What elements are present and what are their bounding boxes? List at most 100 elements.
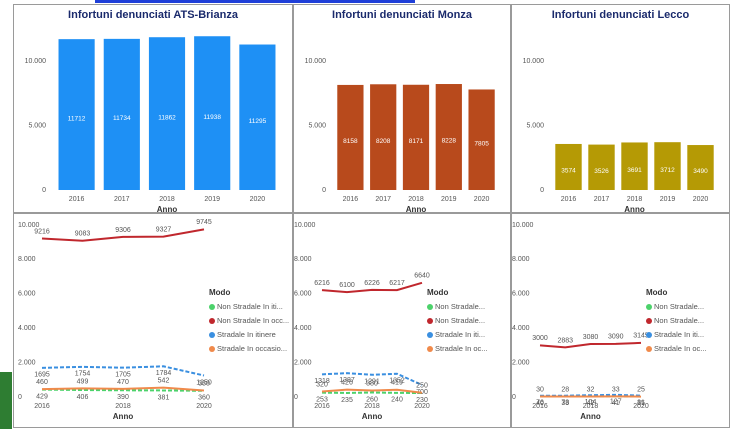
x-tick-label: 2018 [159, 196, 175, 203]
y-tick-label: 4.000 [294, 325, 312, 332]
data-label: 1387 [339, 377, 355, 384]
x-tick-label: 2018 [364, 403, 380, 410]
line-series [41, 388, 205, 392]
data-label: 104 [585, 399, 597, 406]
data-label: 1291 [364, 379, 380, 386]
data-label: 9745 [196, 219, 212, 226]
data-label: 9083 [75, 231, 91, 238]
legend-marker [427, 304, 433, 310]
data-label: 320 [316, 381, 328, 388]
x-tick-label: 2016 [532, 403, 548, 410]
y-tick-label: 8.000 [512, 256, 530, 263]
legend-marker [646, 332, 652, 338]
data-label: 542 [158, 378, 170, 385]
x-tick-label: 2019 [441, 196, 457, 203]
bar-value-label: 3526 [594, 168, 609, 175]
bar [654, 142, 681, 190]
data-label: 76 [536, 400, 544, 407]
y-tick-label: 4.000 [18, 325, 36, 332]
legend-entry: Non Stradale... [654, 316, 704, 325]
data-label: 6226 [364, 280, 380, 287]
data-label: 2883 [557, 337, 573, 344]
data-label: 81 [637, 399, 645, 406]
data-label: 1784 [156, 370, 172, 377]
data-label: 6100 [339, 282, 355, 289]
data-label: 230 [416, 397, 428, 404]
x-tick-label: 2016 [314, 403, 330, 410]
legend-entry: Non Stradale... [654, 302, 704, 311]
x-tick-label: 2020 [414, 403, 430, 410]
x-tick-label: 2020 [633, 403, 649, 410]
data-label: 380 [198, 380, 210, 387]
line-series [321, 372, 423, 386]
legend-entry: Non Stradale In occ... [217, 316, 289, 325]
data-label: 38 [561, 400, 569, 407]
data-label: 390 [117, 394, 129, 401]
bar [103, 38, 140, 190]
bar-value-label: 11712 [68, 115, 86, 122]
x-tick-label: 2016 [69, 196, 85, 203]
legend-entry: Non Stradale... [435, 302, 485, 311]
x-tick-label: 2019 [660, 196, 676, 203]
legend-entry: Stradale In iti... [654, 330, 704, 339]
bar-value-label: 3574 [561, 168, 576, 175]
legend-title: Modo [427, 288, 448, 297]
bar [402, 84, 430, 190]
y-tick-label: 0 [42, 187, 46, 194]
x-tick-label: 2018 [627, 196, 643, 203]
legend-entry: Non Stradale In iti... [217, 302, 283, 311]
y-tick-label: 8.000 [294, 256, 312, 263]
bar [588, 144, 615, 190]
bar [148, 37, 186, 191]
data-label: 3145 [633, 333, 649, 340]
bar-value-label: 7805 [474, 140, 489, 147]
header-strip [95, 0, 415, 3]
x-axis-title: Anno [362, 412, 383, 421]
y-tick-label: 10.000 [305, 58, 327, 65]
x-axis-title: Anno [157, 205, 178, 214]
bar-value-label: 3691 [627, 167, 642, 174]
data-label: 429 [36, 393, 48, 400]
bar-value-label: 11938 [203, 114, 221, 121]
legend-entry: Stradale In oc... [435, 344, 488, 353]
legend-marker [427, 332, 433, 338]
data-label: 9216 [34, 228, 50, 235]
bar-value-label: 8208 [376, 138, 391, 145]
y-tick-label: 0 [18, 394, 22, 401]
y-tick-label: 8.000 [18, 256, 36, 263]
chart-title: Infortuni denunciati Monza [332, 9, 473, 21]
data-label: 253 [316, 396, 328, 403]
x-tick-label: 2020 [196, 403, 212, 410]
data-label: 360 [198, 395, 210, 402]
panel-borders [13, 4, 730, 428]
data-label: 35 [637, 400, 645, 407]
data-label: 41 [612, 400, 620, 407]
line-series [539, 393, 642, 397]
data-label: 1705 [115, 372, 131, 379]
data-label: 30 [536, 386, 544, 393]
bar-value-label: 8228 [442, 138, 457, 145]
x-tick-label: 2019 [204, 196, 220, 203]
line-series [539, 341, 642, 349]
x-tick-label: 2018 [408, 196, 424, 203]
y-tick-label: 2.000 [18, 359, 36, 366]
data-label: 1318 [314, 378, 330, 385]
y-tick-label: 4.000 [512, 325, 530, 332]
data-label: 3080 [583, 334, 599, 341]
x-tick-label: 2017 [114, 196, 130, 203]
x-tick-label: 2020 [250, 196, 266, 203]
y-tick-label: 6.000 [18, 291, 36, 298]
bar [239, 44, 276, 190]
data-label: 700 [416, 389, 428, 396]
data-label: 33 [612, 386, 620, 393]
y-tick-label: 5.000 [526, 122, 544, 129]
data-label: 32 [587, 386, 595, 393]
data-label: 1754 [75, 371, 91, 378]
legend-marker [646, 304, 652, 310]
y-tick-label: 0 [540, 187, 544, 194]
data-label: 250 [416, 383, 428, 390]
y-tick-label: 0 [322, 187, 326, 194]
data-label: 470 [117, 379, 129, 386]
bar [337, 84, 364, 190]
y-tick-label: 6.000 [294, 291, 312, 298]
